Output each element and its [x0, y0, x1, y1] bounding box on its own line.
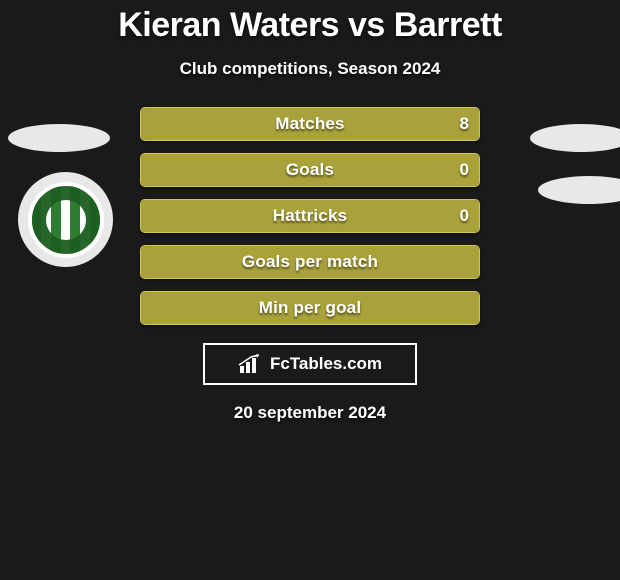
badge-stripes [32, 186, 100, 254]
bar-value: 8 [460, 108, 469, 140]
player-photo-placeholder-left [8, 124, 110, 152]
bar-label: Goals per match [141, 246, 479, 278]
bar-label: Hattricks [141, 200, 479, 232]
comparison-bar: Matches8 [140, 107, 480, 141]
bar-value: 0 [460, 154, 469, 186]
footer-date: 20 september 2024 [0, 403, 620, 423]
page-title: Kieran Waters vs Barrett [0, 0, 620, 45]
bar-label: Matches [141, 108, 479, 140]
comparison-bar: Goals0 [140, 153, 480, 187]
club-badge [18, 172, 113, 267]
player-photo-placeholder-right-1 [530, 124, 620, 152]
branding-text: FcTables.com [270, 354, 382, 374]
comparison-bars: Matches8Goals0Hattricks0Goals per matchM… [140, 107, 480, 325]
bar-label: Min per goal [141, 292, 479, 324]
bar-value: 0 [460, 200, 469, 232]
page-subtitle: Club competitions, Season 2024 [0, 59, 620, 79]
comparison-bar: Goals per match [140, 245, 480, 279]
bar-label: Goals [141, 154, 479, 186]
player-photo-placeholder-right-2 [538, 176, 620, 204]
bar-chart-icon [238, 354, 264, 374]
comparison-bar: Hattricks0 [140, 199, 480, 233]
comparison-bar: Min per goal [140, 291, 480, 325]
branding-box: FcTables.com [203, 343, 417, 385]
